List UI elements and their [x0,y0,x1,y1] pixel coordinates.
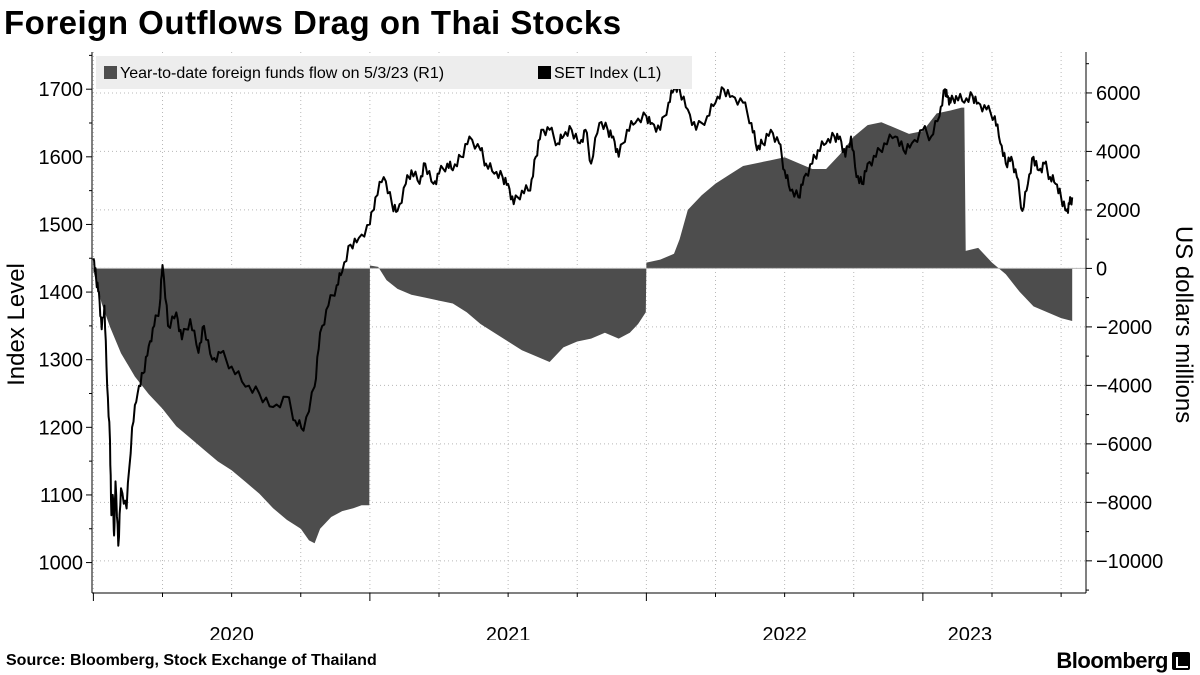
legend-background [96,56,692,89]
right-axis-title: US dollars millions [1170,226,1197,423]
right-tick-label: 6000 [1096,83,1141,105]
left-tick-label: 1400 [39,282,84,304]
set-index-line [92,82,1074,547]
flow-area [93,107,1073,544]
left-tick-label: 1700 [39,79,84,101]
legend: Year-to-date foreign funds flow on 5/3/2… [96,56,692,89]
left-tick-label: 1000 [39,553,84,575]
right-tick-label: −10000 [1096,551,1163,573]
right-tick-label: 0 [1096,258,1107,280]
legend-swatch-flow [104,66,117,79]
axes: 1000 1100 1200 1300 1400 1500 1600 1700 Index Le… [3,52,1197,640]
right-tick-label: 4000 [1096,141,1141,163]
brand-logo: Bloomberg [1056,648,1190,674]
left-tick-label: 1200 [39,417,84,439]
x-tick-label: 2022 [762,624,807,640]
source-note: Source: Bloomberg, Stock Exchange of Tha… [6,652,377,669]
x-tick-label: 2023 [948,624,993,640]
index-line-layer [92,82,1074,547]
left-tick-label: 1300 [39,350,84,372]
flow-area-layer [93,107,1073,544]
left-axis-title: Index Level [3,263,30,386]
chart: 1000 1100 1200 1300 1400 1500 1600 1700 Index Le… [3,52,1197,640]
brand-name: Bloomberg [1056,648,1168,673]
left-tick-label: 1500 [39,214,84,236]
chart-title: Foreign Outflows Drag on Thai Stocks [4,4,622,41]
right-tick-label: −2000 [1096,317,1152,339]
x-tick-label: 2020 [209,624,254,640]
terminal-icon [1172,652,1190,670]
left-tick-label: 1100 [40,485,83,507]
left-tick-label: 1600 [39,147,84,169]
x-tick-label: 2021 [486,624,531,640]
right-tick-label: 2000 [1096,200,1141,222]
right-tick-label: −6000 [1096,434,1152,456]
legend-label-flow: Year-to-date foreign funds flow on 5/3/2… [120,65,444,82]
right-tick-label: −4000 [1096,375,1152,397]
legend-label-index: SET Index (L1) [554,65,661,82]
legend-swatch-index [538,66,551,79]
right-tick-label: −8000 [1096,492,1152,514]
